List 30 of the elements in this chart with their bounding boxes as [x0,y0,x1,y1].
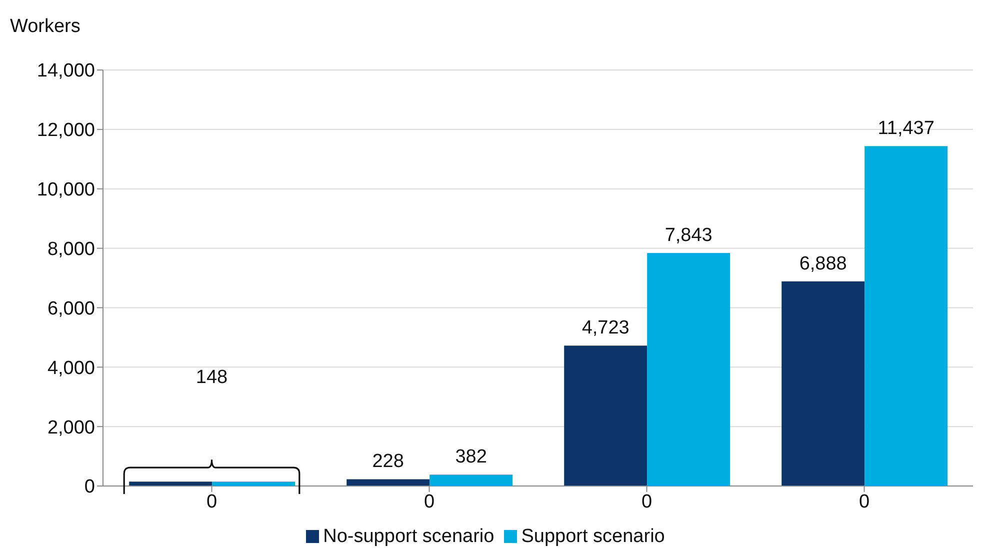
bar [647,252,730,486]
y-tick-label: 10,000 [36,180,95,201]
x-tick-label: 0 [858,491,870,512]
bar [212,482,296,486]
legend-label: Support scenario [521,526,665,547]
y-tick-label: 4,000 [47,358,95,379]
bar [782,281,865,486]
y-tick-label: 0 [84,476,95,498]
data-label: 11,437 [878,118,934,140]
data-label: 6,888 [799,253,847,274]
y-tick-label: 14,000 [36,60,95,82]
bar [430,474,513,486]
annotation: 148 [196,366,228,388]
data-label: 382 [455,446,487,468]
legend-label: No-support scenario [323,526,494,547]
bar [346,479,430,486]
y-tick-label: 6,000 [47,298,95,320]
bar [564,346,648,486]
bar [129,482,212,486]
bar [864,146,948,486]
y-axis-title: Workers [10,16,80,38]
x-tick-label: 0 [424,491,435,512]
data-label: 4,723 [582,318,630,339]
data-label: 228 [372,451,404,472]
y-tick-label: 2,000 [47,417,95,438]
y-tick-label: 8,000 [47,239,95,260]
x-tick-label: 0 [641,491,652,512]
x-tick-label: 0 [206,491,218,512]
y-tick-label: 12,000 [36,120,95,142]
data-label: 7,843 [664,224,712,246]
